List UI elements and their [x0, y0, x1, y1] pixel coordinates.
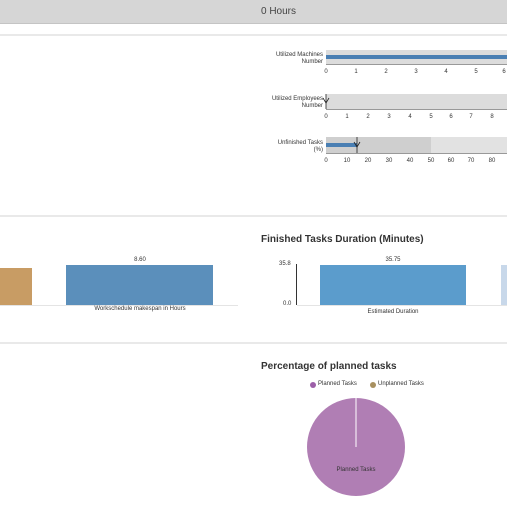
tick-label: 7: [469, 114, 473, 120]
tick-label: 30: [385, 158, 393, 164]
tick-label: 70: [467, 158, 475, 164]
tick-label: 0: [324, 158, 328, 164]
tick-label: 5: [429, 114, 433, 120]
unfinished-axis: [326, 153, 507, 154]
tick-label: 5: [474, 69, 478, 75]
machines-label: Utilized Machines Number: [275, 52, 323, 65]
machines-axis: [326, 64, 507, 65]
employees-bullet-range: [326, 94, 507, 109]
finished-bar: [320, 265, 466, 305]
header-title: 0 Hours: [260, 6, 296, 17]
tick-label: 2: [384, 69, 388, 75]
section-divider: [0, 215, 507, 217]
legend-label-planned: Planned Tasks: [318, 381, 357, 387]
x-axis: [297, 305, 507, 306]
legend-label-unplanned: Unplanned Tasks: [378, 381, 424, 387]
planned-pie: [307, 398, 405, 496]
employees-marker-icon: [322, 94, 330, 109]
tick-label: 3: [414, 69, 418, 75]
legend-dot-unplanned: [370, 382, 376, 388]
makespan-category-label: Workschedule makespan in Hours: [94, 306, 186, 312]
makespan-bar: [66, 265, 213, 305]
finished-bar-partial: [501, 265, 507, 305]
tick-label: 6: [449, 114, 453, 120]
tick-label: 10: [343, 158, 351, 164]
header-bar: 0 Hours: [0, 0, 507, 24]
tick-label: 0: [324, 69, 328, 75]
unfinished-range-1: [326, 137, 431, 153]
employees-label: Utilized Employees Number: [271, 96, 323, 109]
unfinished-marker-icon: [353, 137, 361, 153]
tick-label: 6: [502, 69, 506, 75]
section-divider: [0, 34, 507, 36]
tick-label: 40: [406, 158, 414, 164]
tick-label: 8: [490, 114, 494, 120]
y-top-label: 35.8: [279, 261, 291, 267]
tick-label: 1: [345, 114, 349, 120]
legend-dot-planned: [310, 382, 316, 388]
makespan-bar-tan: [0, 268, 32, 305]
tick-label: 0: [324, 114, 328, 120]
section-divider: [0, 342, 507, 344]
y-bottom-label: 0.0: [283, 301, 292, 307]
unfinished-bullet-bar: [326, 143, 357, 147]
tick-label: 60: [447, 158, 455, 164]
machines-bullet-bar: [326, 55, 507, 59]
finished-title: Finished Tasks Duration (Minutes): [261, 234, 424, 245]
pie-slice-label: Planned Tasks: [336, 467, 376, 473]
tick-label: 50: [427, 158, 435, 164]
tick-label: 1: [354, 69, 358, 75]
unfinished-label: Unfinished Tasks (%): [277, 140, 323, 153]
makespan-value-label: 8.60: [134, 257, 146, 263]
tick-label: 2: [366, 114, 370, 120]
finished-value-label: 35.75: [385, 257, 401, 263]
employees-axis: [326, 109, 507, 110]
tick-label: 4: [444, 69, 448, 75]
tick-label: 4: [408, 114, 412, 120]
finished-category-label: Estimated Duration: [367, 309, 419, 315]
makespan-axis: [0, 305, 238, 306]
tick-label: 20: [364, 158, 372, 164]
tick-label: 3: [387, 114, 391, 120]
planned-title: Percentage of planned tasks: [261, 361, 397, 372]
y-axis: [296, 264, 297, 305]
tick-label: 80: [488, 158, 496, 164]
unfinished-range-2: [431, 137, 507, 153]
